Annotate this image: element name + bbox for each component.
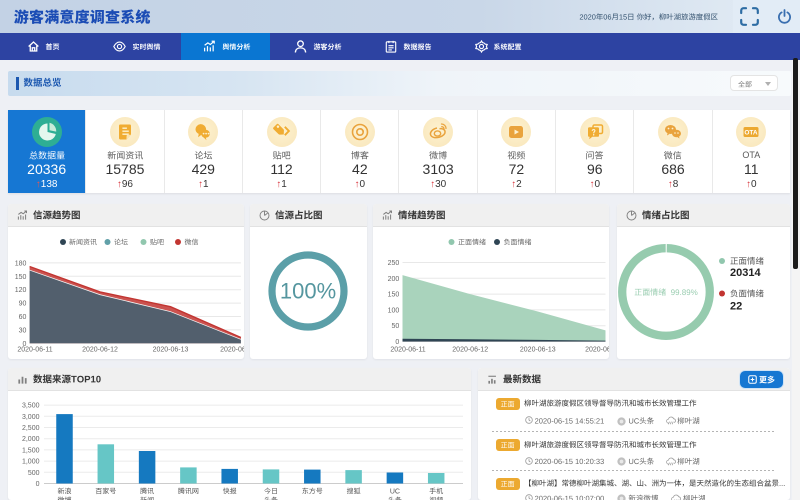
svg-text:0: 0: [22, 341, 26, 348]
svg-text:OTA: OTA: [745, 129, 759, 136]
svg-text:2020-06-11: 2020-06-11: [390, 347, 425, 354]
svg-text:2020-06-13: 2020-06-13: [153, 347, 189, 354]
svg-text:2,000: 2,000: [22, 436, 40, 443]
svg-text:22: 22: [730, 301, 742, 313]
svg-text:0: 0: [395, 339, 399, 346]
svg-text:1,000: 1,000: [22, 459, 40, 466]
svg-text:2020-06-14: 2020-06-14: [585, 347, 609, 354]
svg-text:2020-06-11: 2020-06-11: [17, 347, 52, 354]
svg-text:150: 150: [388, 292, 400, 299]
svg-text:2020-06-12: 2020-06-12: [82, 347, 118, 354]
svg-text:250: 250: [388, 260, 400, 267]
svg-text:120: 120: [15, 287, 27, 294]
svg-text:100%: 100%: [280, 279, 336, 304]
svg-text:1,500: 1,500: [22, 447, 40, 454]
svg-text:0: 0: [36, 481, 40, 488]
svg-text:180: 180: [15, 260, 27, 267]
svg-text:2,500: 2,500: [22, 425, 40, 432]
svg-text:200: 200: [388, 276, 400, 283]
svg-text:60: 60: [19, 314, 27, 321]
svg-text:50: 50: [392, 323, 400, 330]
svg-text:UC: UC: [390, 489, 400, 496]
svg-text:3,500: 3,500: [22, 403, 40, 410]
svg-text:2020-06-13: 2020-06-13: [520, 347, 556, 354]
svg-text:100: 100: [388, 307, 400, 314]
svg-text:2020-06-14: 2020-06-14: [220, 347, 244, 354]
svg-text:150: 150: [15, 274, 27, 281]
svg-text:90: 90: [19, 301, 27, 308]
svg-text:3,000: 3,000: [22, 414, 40, 421]
svg-text:500: 500: [28, 470, 40, 477]
svg-text:20314: 20314: [730, 267, 761, 279]
svg-text:2020-06-12: 2020-06-12: [452, 347, 488, 354]
svg-text:30: 30: [19, 327, 27, 334]
